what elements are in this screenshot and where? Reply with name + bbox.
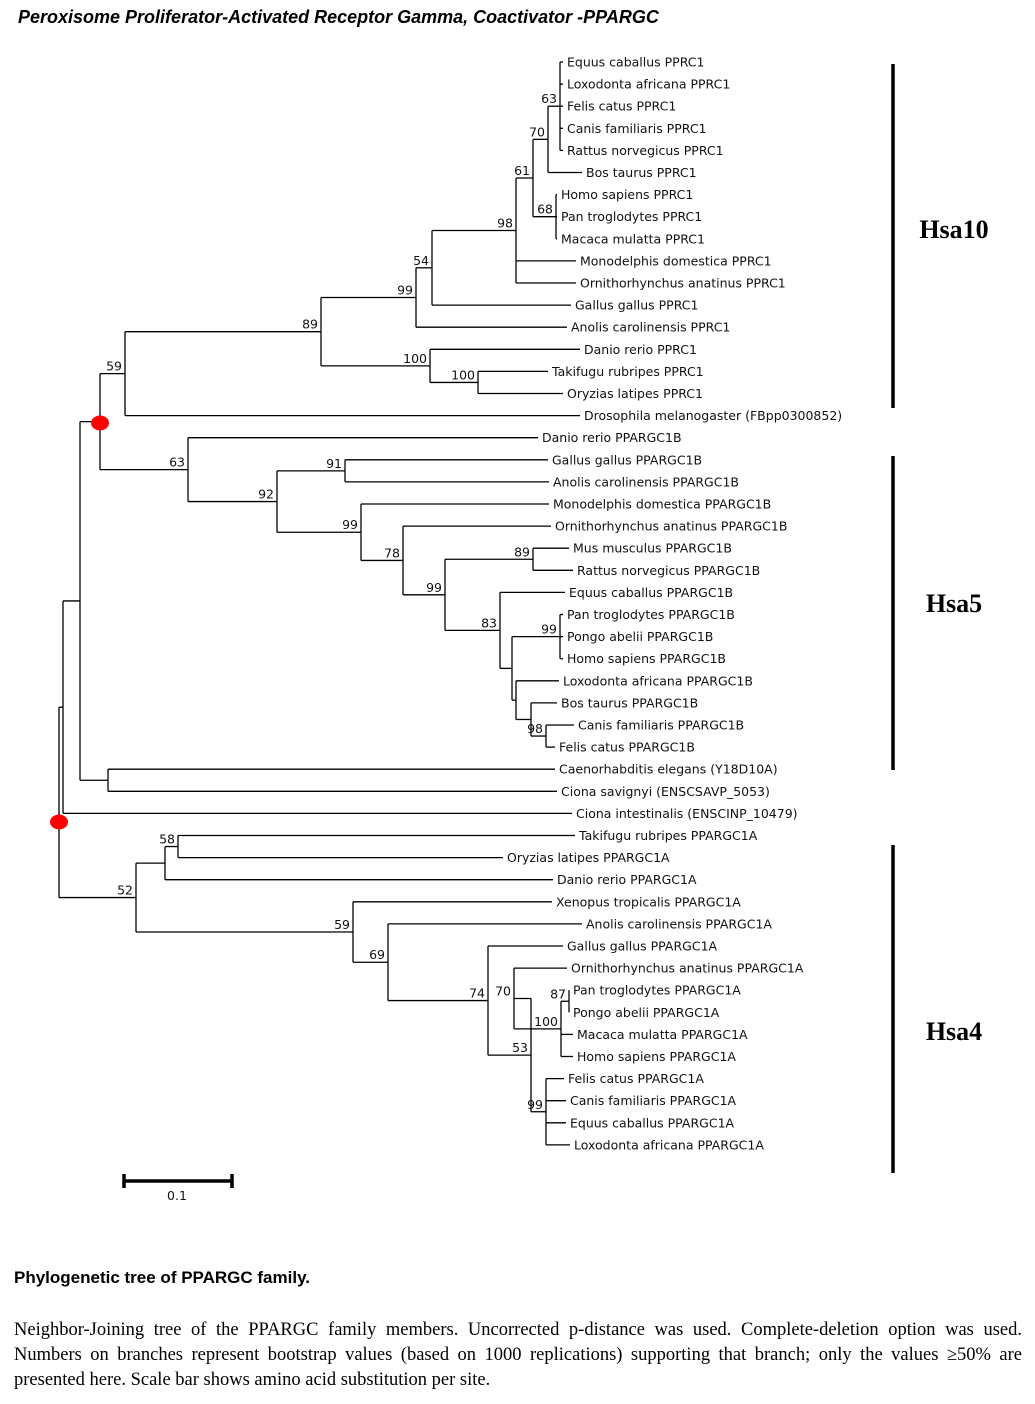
leaf-label: Danio rerio PPRC1	[584, 342, 697, 357]
bootstrap-value: 74	[469, 986, 485, 1001]
leaf-label: Gallus gallus PPARGC1B	[552, 452, 702, 467]
leaf-label: Homo sapiens PPRC1	[561, 187, 693, 202]
leaf-label: Xenopus tropicalis PPARGC1A	[556, 894, 741, 909]
bootstrap-value: 100	[403, 351, 427, 366]
leaf-label: Macaca mulatta PPARGC1A	[577, 1027, 748, 1042]
bootstrap-value: 61	[514, 163, 530, 178]
leaf-label: Pan troglodytes PPARGC1B	[567, 607, 735, 622]
tree-branches	[58, 61, 582, 1146]
leaf-label: Felis catus PPARGC1B	[559, 740, 695, 755]
bootstrap-value: 59	[106, 359, 122, 374]
leaf-label: Rattus norvegicus PPARGC1B	[577, 563, 760, 578]
leaf-label: Caenorhabditis elegans (Y18D10A)	[559, 762, 778, 777]
leaf-label: Mus musculus PPARGC1B	[573, 541, 732, 556]
leaf-label: Anolis carolinensis PPRC1	[571, 320, 730, 335]
bootstrap-value: 63	[169, 455, 185, 470]
leaf-label: Ornithorhynchus anatinus PPARGC1A	[571, 961, 804, 976]
bootstrap-value: 52	[117, 883, 133, 898]
bootstrap-value: 87	[550, 986, 566, 1001]
leaf-label: Homo sapiens PPARGC1A	[577, 1049, 736, 1064]
bootstrap-value: 99	[426, 580, 442, 595]
caption-body: Neighbor-Joining tree of the PPARGC fami…	[14, 1320, 1022, 1390]
leaf-label: Oryzias latipes PPRC1	[567, 386, 703, 401]
bootstrap-value: 83	[481, 615, 497, 630]
leaf-label: Felis catus PPARGC1A	[568, 1071, 704, 1086]
leaf-label: Homo sapiens PPARGC1B	[567, 651, 726, 666]
leaf-label: Equus caballus PPRC1	[567, 55, 704, 70]
figure-title: Peroxisome Proliferator-Activated Recept…	[18, 7, 659, 27]
leaf-label: Ciona intestinalis (ENSCINP_10479)	[576, 806, 798, 821]
leaf-label: Pan troglodytes PPARGC1A	[573, 983, 741, 998]
leaf-label: Ornithorhynchus anatinus PPARGC1B	[555, 519, 787, 534]
bootstrap-value: 70	[495, 983, 511, 998]
leaf-label: Danio rerio PPARGC1A	[557, 872, 697, 887]
leaf-label: Monodelphis domestica PPRC1	[580, 253, 772, 268]
leaf-label: Bos taurus PPARGC1B	[561, 695, 698, 710]
leaf-label: Anolis carolinensis PPARGC1B	[553, 474, 739, 489]
leaf-label: Canis familiaris PPARGC1B	[578, 718, 744, 733]
leaf-labels: Equus caballus PPRC1 Loxodonta africana P…	[507, 55, 842, 1153]
bootstrap-value: 99	[527, 1097, 543, 1112]
leaf-label: Danio rerio PPARGC1B	[542, 430, 682, 445]
leaf-label: Macaca mulatta PPRC1	[561, 231, 705, 246]
leaf-label: Oryzias latipes PPARGC1A	[507, 850, 670, 865]
bootstrap-value: 91	[326, 456, 342, 471]
bootstrap-value: 89	[302, 317, 318, 332]
clade-bars: Hsa10 Hsa5 Hsa4	[891, 64, 989, 1173]
bootstrap-value: 68	[537, 202, 553, 217]
leaf-label: Ciona savignyi (ENSCSAVP_5053)	[561, 784, 770, 799]
leaf-label: Equus caballus PPARGC1B	[569, 585, 733, 600]
leaf-label: Canis familiaris PPRC1	[567, 121, 707, 136]
leaf-label: Pongo abelii PPARGC1B	[567, 629, 713, 644]
bootstrap-value: 78	[384, 545, 400, 560]
bootstrap-value: 89	[514, 544, 530, 559]
leaf-label: Loxodonta africana PPARGC1B	[563, 673, 753, 688]
clade-label: Hsa5	[926, 589, 982, 618]
duplication-marker	[91, 415, 109, 431]
bootstrap-value: 98	[527, 721, 543, 736]
bootstrap-value: 69	[369, 947, 385, 962]
scale-bar-label: 0.1	[167, 1188, 187, 1203]
leaf-label: Equus caballus PPARGC1A	[570, 1115, 735, 1130]
leaf-label: Anolis carolinensis PPARGC1A	[586, 916, 772, 931]
scale-bar: 0.1	[122, 1174, 234, 1203]
leaf-label: Pan troglodytes PPRC1	[561, 209, 702, 224]
clade-label: Hsa4	[926, 1017, 982, 1046]
bootstrap-value: 99	[342, 517, 358, 532]
bootstrap-value: 100	[534, 1014, 558, 1029]
bootstrap-value: 63	[541, 91, 557, 106]
phylogenetic-tree: Equus caballus PPRC1 Loxodonta africana P…	[50, 55, 989, 1203]
bootstrap-value: 53	[512, 1040, 528, 1055]
leaf-label: Bos taurus PPRC1	[586, 165, 697, 180]
caption-heading: Phylogenetic tree of PPARGC family.	[14, 1268, 310, 1287]
leaf-label: Gallus gallus PPARGC1A	[567, 939, 718, 954]
bootstrap-value: 99	[541, 622, 557, 637]
leaf-label: Takifugu rubripes PPRC1	[551, 364, 704, 379]
bootstrap-value: 58	[159, 832, 175, 847]
leaf-label: Takifugu rubripes PPARGC1A	[578, 828, 758, 843]
bootstrap-value: 70	[529, 124, 545, 139]
leaf-label: Loxodonta africana PPARGC1A	[574, 1137, 764, 1152]
leaf-label: Ornithorhynchus anatinus PPRC1	[580, 276, 786, 291]
leaf-label: Felis catus PPRC1	[567, 99, 676, 114]
bootstrap-value: 92	[258, 487, 274, 502]
duplication-marker	[50, 814, 68, 830]
leaf-label: Monodelphis domestica PPARGC1B	[553, 497, 771, 512]
clade-label: Hsa10	[919, 215, 988, 244]
leaf-label: Loxodonta africana PPRC1	[567, 77, 730, 92]
bootstrap-labels: 6370686198549910010089599189999883997899…	[106, 91, 566, 1112]
leaf-label: Drosophila melanogaster (FBpp0300852)	[584, 408, 842, 423]
bootstrap-value: 100	[451, 367, 475, 382]
bootstrap-value: 99	[397, 283, 413, 298]
bootstrap-value: 54	[413, 253, 429, 268]
leaf-label: Gallus gallus PPRC1	[575, 298, 698, 313]
duplication-markers	[50, 415, 109, 830]
leaf-label: Canis familiaris PPARGC1A	[570, 1093, 737, 1108]
leaf-label: Pongo abelii PPARGC1A	[573, 1005, 720, 1020]
bootstrap-value: 59	[334, 917, 350, 932]
leaf-label: Rattus norvegicus PPRC1	[567, 143, 724, 158]
bootstrap-value: 98	[497, 216, 513, 231]
